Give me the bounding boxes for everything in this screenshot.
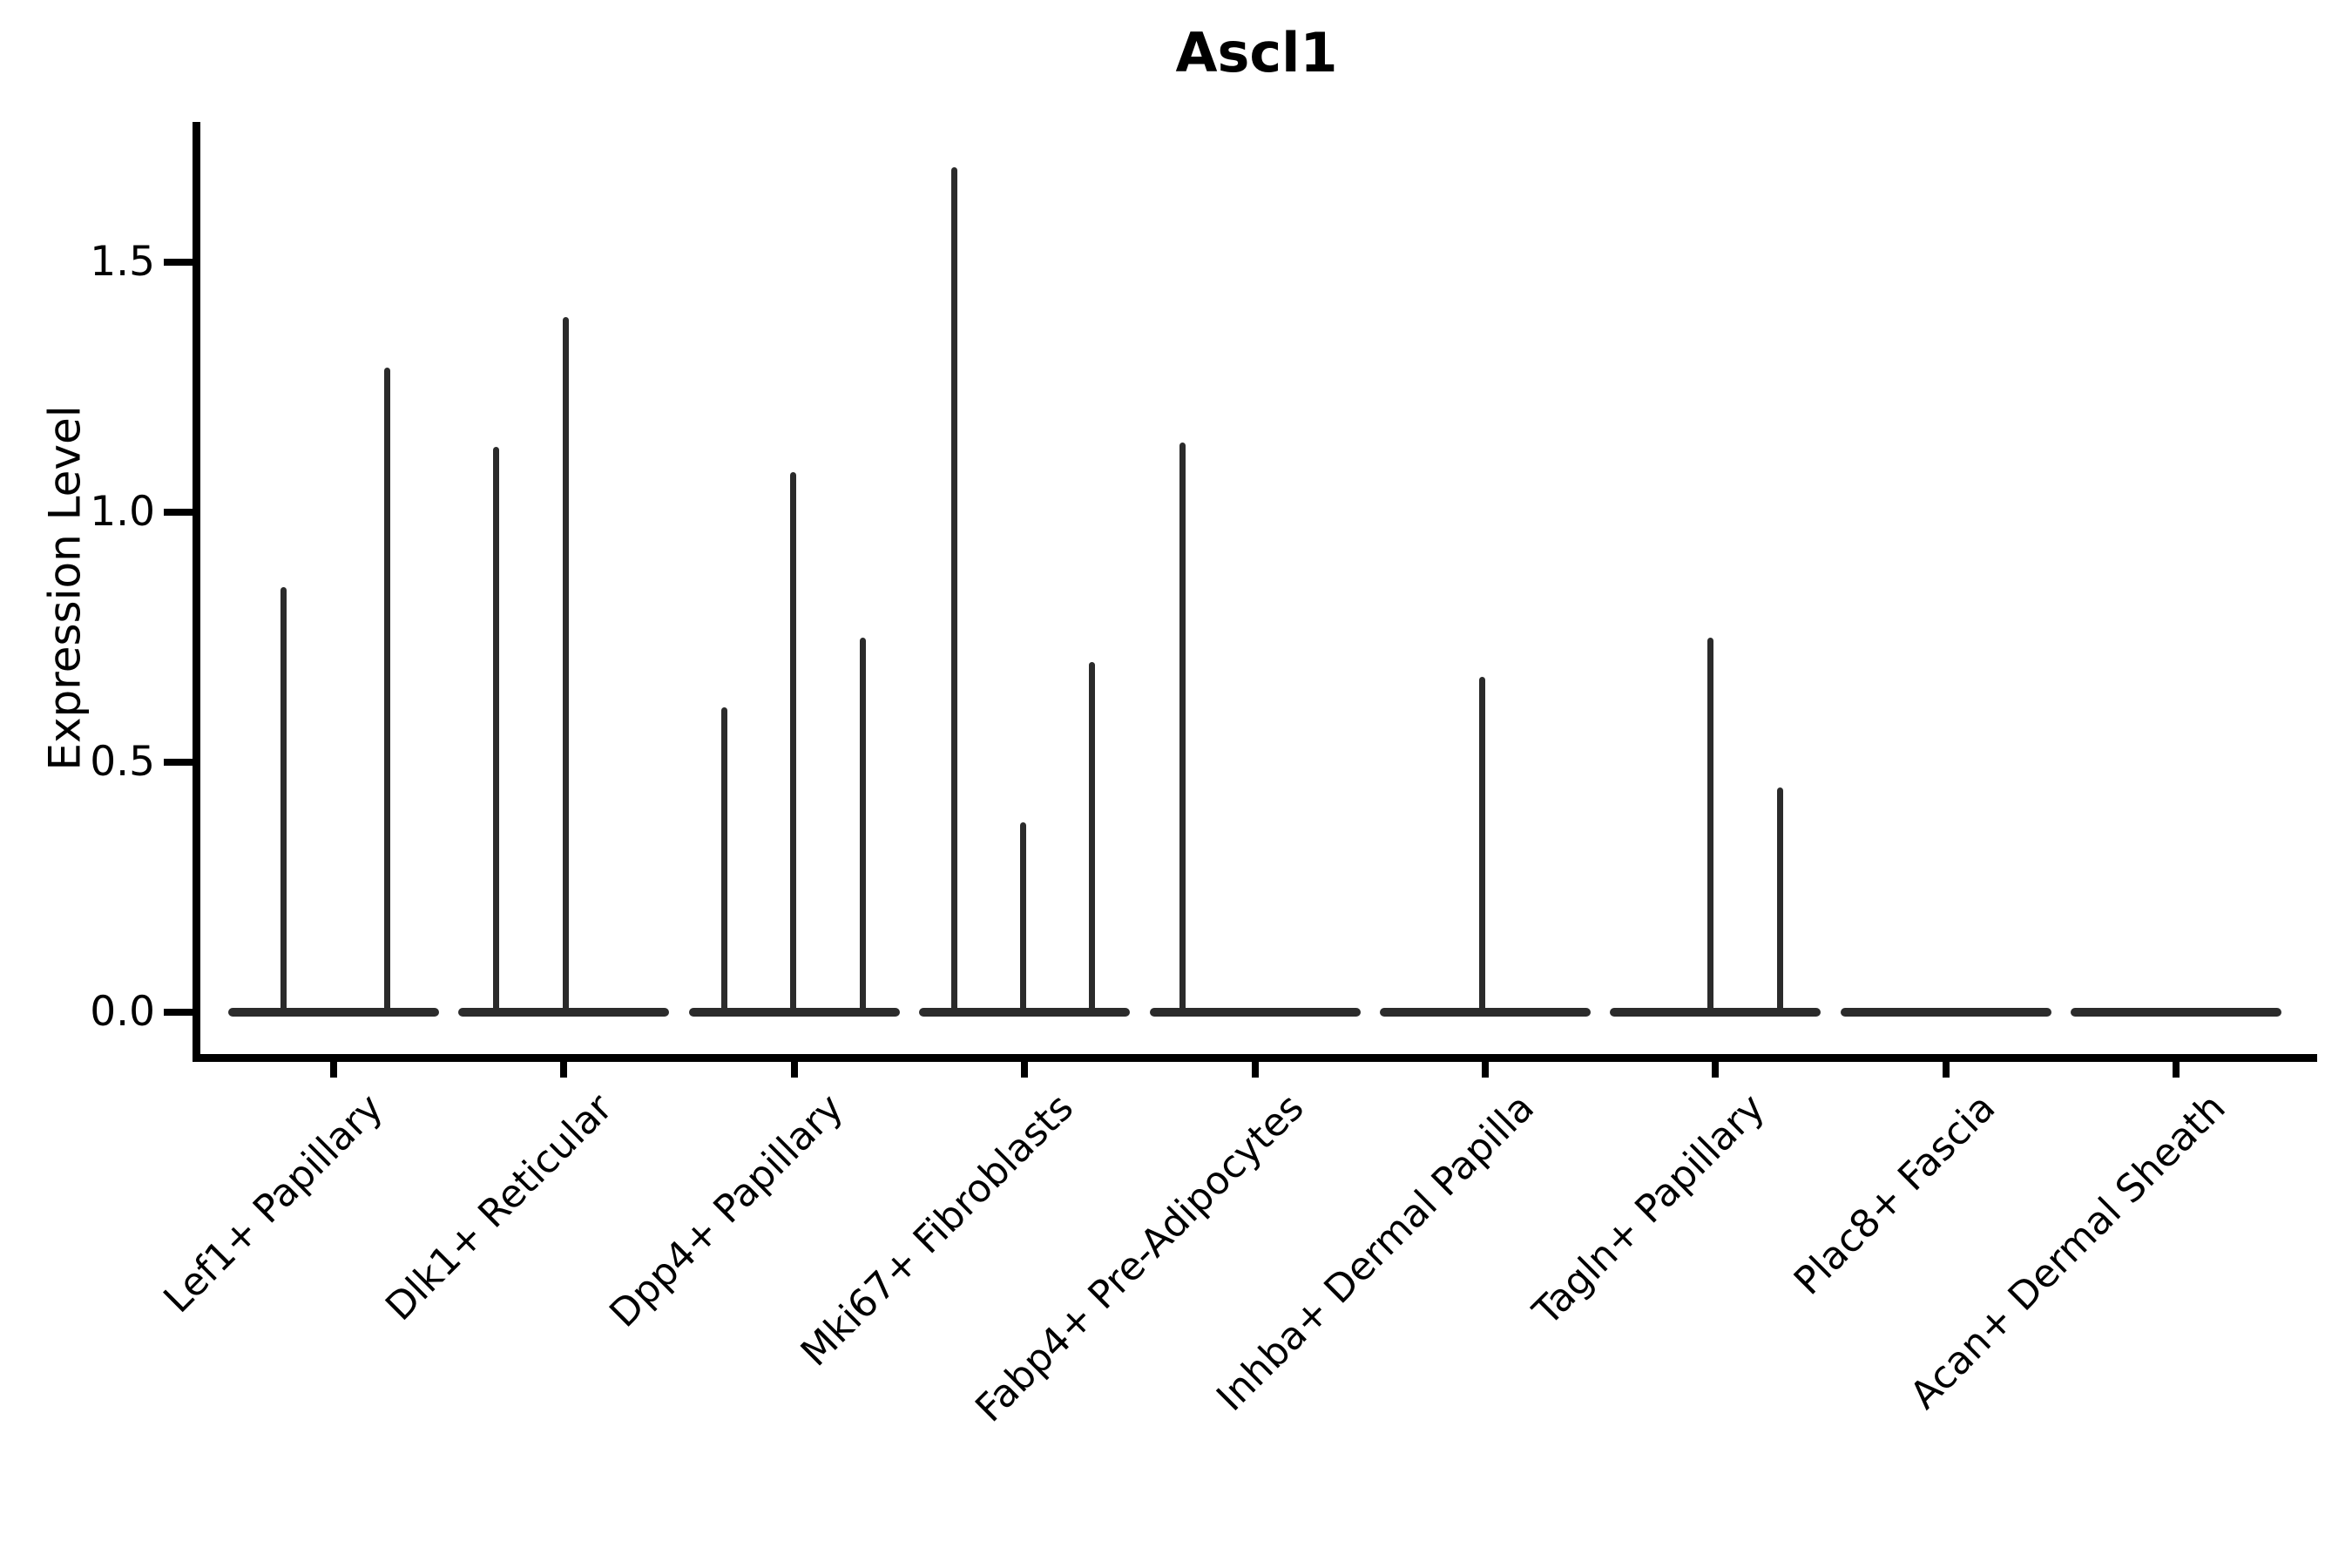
violin-base <box>1840 1008 2051 1017</box>
chart-title: Ascl1 <box>1175 21 1338 84</box>
x-tick-mark <box>790 1054 798 1078</box>
violin-base <box>919 1008 1131 1017</box>
y-tick-label: 1.5 <box>90 238 155 286</box>
y-tick-mark <box>164 1009 196 1016</box>
violin-spike <box>562 317 569 1012</box>
violin-base <box>1610 1008 1821 1017</box>
x-tick-mark <box>1712 1054 1720 1078</box>
x-tick-mark <box>1482 1054 1489 1078</box>
violin-spike <box>1019 821 1026 1012</box>
y-tick-label: 0.0 <box>90 988 155 1036</box>
x-tick-mark <box>330 1054 337 1078</box>
x-tick-label: Plac8+ Fascia <box>1785 1085 2004 1304</box>
y-tick-label: 0.5 <box>90 738 155 786</box>
x-tick-label: Dpp4+ Papillary <box>601 1085 852 1336</box>
violin-base <box>1380 1008 1591 1017</box>
x-tick-mark <box>1021 1054 1029 1078</box>
violin-base <box>688 1008 900 1017</box>
violin-spike <box>1776 787 1783 1012</box>
violin-spike <box>950 166 957 1012</box>
violin-spike <box>1088 662 1095 1012</box>
violin-base <box>458 1008 670 1017</box>
violin-spike <box>721 706 728 1012</box>
y-tick-mark <box>164 509 196 516</box>
violin-spike <box>790 472 797 1012</box>
violin-spike <box>280 587 287 1012</box>
violin-spike <box>1179 442 1186 1012</box>
x-tick-label: Dlk1+ Reticular <box>377 1085 622 1329</box>
violin-spike <box>383 367 390 1012</box>
x-tick-mark <box>2173 1054 2180 1078</box>
y-axis-line <box>193 122 200 1062</box>
x-tick-mark <box>1942 1054 1950 1078</box>
violin-base <box>2071 1008 2282 1017</box>
x-tick-mark <box>1251 1054 1259 1078</box>
y-tick-mark <box>164 759 196 766</box>
x-tick-mark <box>560 1054 568 1078</box>
violin-spike <box>492 447 499 1012</box>
y-axis-title: Expression Level <box>40 405 91 771</box>
violin-spike <box>860 637 867 1012</box>
violin-base <box>1149 1008 1361 1017</box>
violin-spike <box>1478 677 1485 1012</box>
violin-spike <box>1707 637 1713 1012</box>
x-tick-label: Tagln+ Papillary <box>1524 1085 1774 1335</box>
y-tick-label: 1.0 <box>90 488 155 536</box>
y-tick-mark <box>164 259 196 266</box>
x-tick-label: Lef1+ Papillary <box>154 1085 392 1322</box>
violin-base <box>228 1008 439 1017</box>
